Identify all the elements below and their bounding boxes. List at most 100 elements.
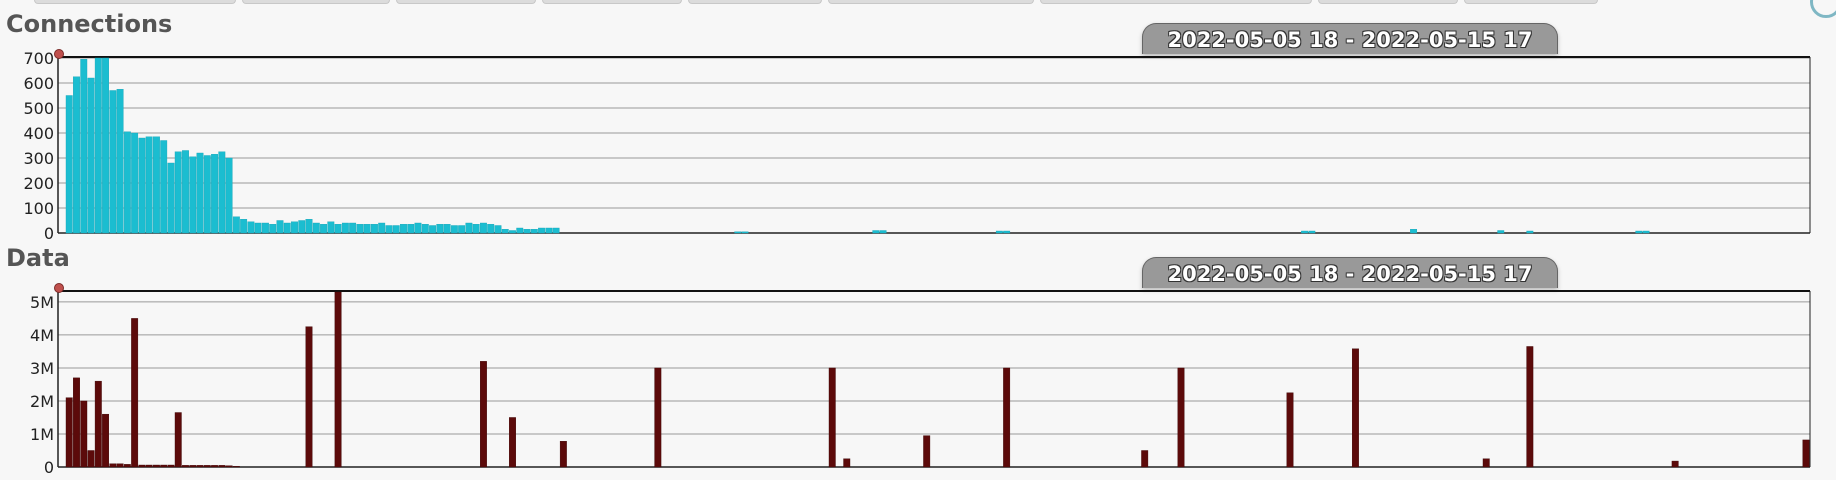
connections-bar[interactable] — [94, 57, 102, 234]
connections-bar[interactable] — [1301, 230, 1309, 234]
connections-bar[interactable] — [872, 230, 880, 234]
data-bar[interactable] — [509, 417, 516, 468]
connections-bar[interactable] — [189, 156, 197, 234]
data-bar[interactable] — [109, 463, 117, 468]
data-bar[interactable] — [1671, 460, 1679, 468]
connections-bar[interactable] — [414, 222, 422, 234]
connections-bar[interactable] — [363, 224, 371, 234]
data-bar[interactable] — [102, 413, 110, 468]
connections-bar[interactable] — [167, 162, 175, 234]
connections-bar[interactable] — [247, 221, 255, 234]
connections-bar[interactable] — [356, 224, 364, 234]
data-bar[interactable] — [73, 377, 80, 468]
data-bar[interactable] — [1802, 439, 1810, 468]
data-bar[interactable] — [559, 441, 567, 468]
connections-bar[interactable] — [523, 229, 531, 234]
connections-bar[interactable] — [501, 229, 509, 234]
connections-bar[interactable] — [269, 224, 277, 234]
connections-bar[interactable] — [400, 224, 407, 234]
connections-bar[interactable] — [436, 224, 444, 234]
data-bar[interactable] — [334, 291, 342, 468]
data-bar[interactable] — [828, 367, 836, 468]
connections-bar[interactable] — [160, 140, 168, 234]
connections-bar[interactable] — [312, 222, 320, 234]
data-bar[interactable] — [94, 380, 102, 468]
connections-bar[interactable] — [102, 57, 110, 234]
data-bar[interactable] — [167, 464, 175, 468]
corner-ring-icon[interactable] — [1810, 0, 1836, 18]
data-bar[interactable] — [211, 465, 218, 468]
connections-bar[interactable] — [530, 229, 538, 234]
data-bar[interactable] — [182, 465, 189, 468]
connections-bar[interactable] — [1526, 230, 1534, 234]
data-bar[interactable] — [152, 464, 160, 468]
connections-bar[interactable] — [211, 154, 218, 234]
data-bar[interactable] — [174, 412, 182, 468]
connections-bar[interactable] — [443, 224, 451, 234]
connections-bar[interactable] — [225, 157, 233, 234]
data-bar[interactable] — [218, 465, 226, 468]
data-range-badge[interactable]: 2022-05-05 18 - 2022-05-15 17 — [1142, 257, 1558, 288]
connections-bar[interactable] — [1497, 230, 1505, 234]
data-bar[interactable] — [654, 367, 662, 468]
data-bar[interactable] — [160, 464, 168, 468]
data-bar[interactable] — [116, 463, 124, 468]
connections-bar[interactable] — [131, 132, 139, 234]
connections-bar[interactable] — [1635, 230, 1643, 234]
connections-bar[interactable] — [87, 77, 95, 234]
data-bar[interactable] — [923, 435, 931, 468]
data-bar[interactable] — [1177, 367, 1185, 468]
connections-bar[interactable] — [487, 224, 495, 234]
connections-bar[interactable] — [203, 155, 211, 234]
connections-bar[interactable] — [538, 227, 545, 234]
connections-bar[interactable] — [494, 225, 502, 234]
connections-bar[interactable] — [138, 137, 146, 234]
connections-bar[interactable] — [349, 222, 357, 234]
connections-bar[interactable] — [516, 227, 524, 234]
connections-bar[interactable] — [509, 230, 516, 234]
data-bar[interactable] — [87, 450, 95, 468]
data-bar[interactable] — [232, 466, 240, 468]
connections-bar[interactable] — [174, 151, 182, 234]
connections-bar[interactable] — [421, 224, 429, 234]
connections-bar[interactable] — [341, 222, 349, 234]
data-bar[interactable] — [203, 465, 211, 468]
data-bar[interactable] — [1526, 346, 1534, 468]
connections-bar[interactable] — [276, 220, 284, 234]
data-bar[interactable] — [225, 465, 233, 468]
connections-range-badge[interactable]: 2022-05-05 18 - 2022-05-15 17 — [1142, 23, 1558, 54]
connections-bar[interactable] — [327, 221, 335, 234]
data-bar[interactable] — [1351, 348, 1359, 468]
data-bar[interactable] — [123, 464, 131, 468]
connections-bar[interactable] — [196, 152, 204, 234]
connections-bar[interactable] — [305, 219, 313, 234]
connections-bar[interactable] — [152, 136, 160, 234]
connections-bar[interactable] — [262, 222, 269, 234]
connections-bar[interactable] — [123, 131, 131, 234]
connections-bar[interactable] — [232, 216, 240, 234]
connections-bar[interactable] — [182, 150, 189, 234]
data-bar[interactable] — [1286, 392, 1294, 468]
data-bar[interactable] — [145, 464, 153, 468]
data-bar[interactable] — [480, 361, 487, 468]
data-bar[interactable] — [1003, 367, 1011, 468]
connections-bar[interactable] — [1410, 229, 1418, 234]
connections-bar[interactable] — [80, 59, 88, 234]
connections-bar[interactable] — [1003, 230, 1011, 234]
data-bar[interactable] — [138, 464, 146, 468]
connections-bar[interactable] — [65, 95, 73, 234]
connections-bar[interactable] — [320, 224, 328, 234]
connections-bar[interactable] — [480, 222, 487, 234]
connections-bar[interactable] — [218, 151, 226, 234]
connections-bar[interactable] — [545, 227, 553, 234]
connections-bar[interactable] — [385, 225, 393, 234]
data-bar[interactable] — [189, 465, 197, 468]
connections-bar[interactable] — [240, 219, 248, 234]
connections-bar[interactable] — [1642, 230, 1650, 234]
connections-bar[interactable] — [734, 231, 742, 234]
connections-bar[interactable] — [741, 231, 749, 234]
connections-bar[interactable] — [254, 222, 262, 234]
connections-bar[interactable] — [407, 224, 415, 234]
connections-bar[interactable] — [291, 221, 298, 234]
connections-bar[interactable] — [458, 225, 466, 234]
